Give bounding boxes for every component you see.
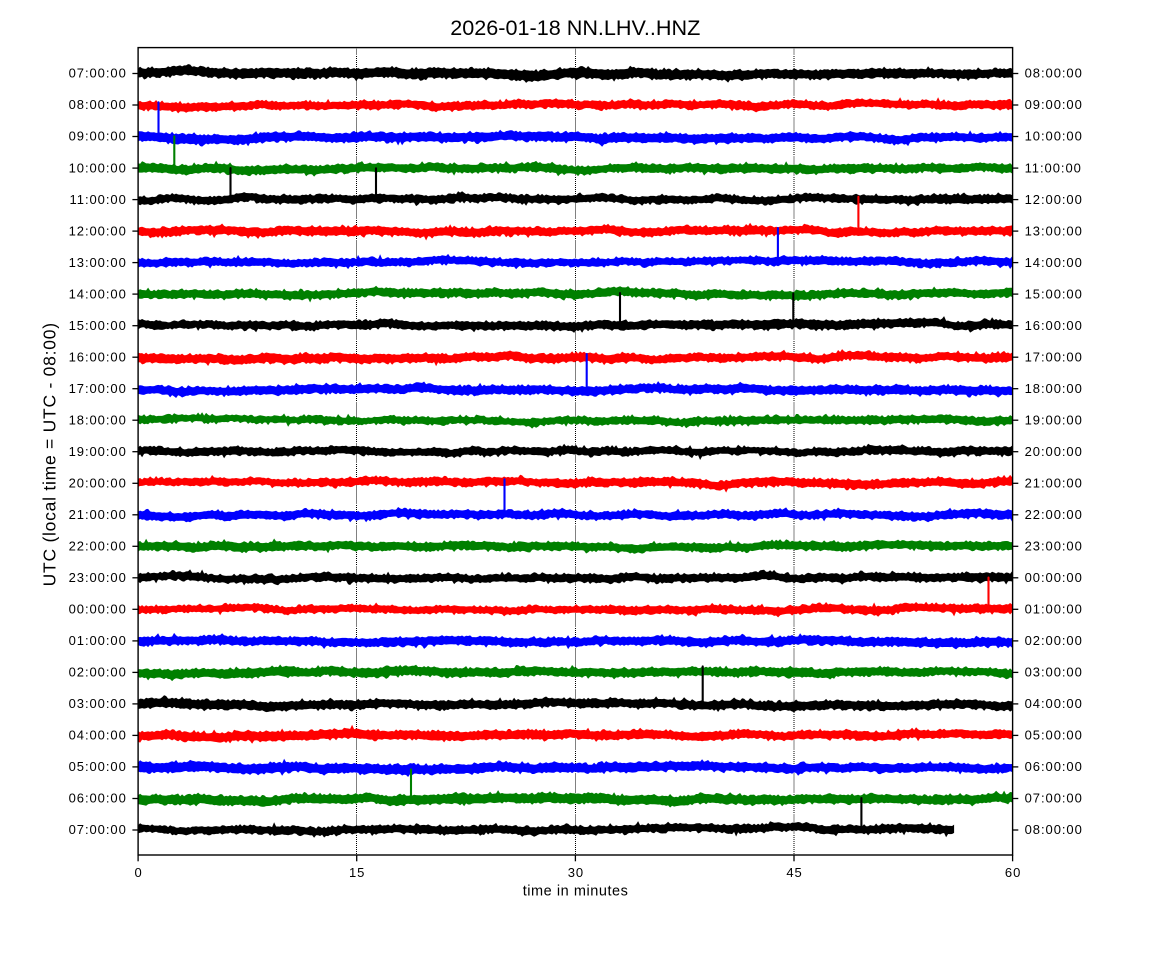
svg-text:04:00:00: 04:00:00 [1025, 696, 1083, 711]
svg-text:16:00:00: 16:00:00 [69, 349, 127, 364]
svg-text:21:00:00: 21:00:00 [1025, 476, 1083, 491]
svg-text:60: 60 [1005, 865, 1021, 880]
svg-text:UTC (local time = UTC - 08:00): UTC (local time = UTC - 08:00) [40, 322, 60, 586]
svg-text:20:00:00: 20:00:00 [1025, 444, 1083, 459]
svg-text:11:00:00: 11:00:00 [70, 192, 127, 207]
svg-text:17:00:00: 17:00:00 [69, 381, 127, 396]
svg-text:00:00:00: 00:00:00 [69, 602, 127, 617]
svg-text:03:00:00: 03:00:00 [69, 696, 127, 711]
svg-text:18:00:00: 18:00:00 [1025, 381, 1083, 396]
svg-text:09:00:00: 09:00:00 [69, 129, 127, 144]
svg-text:23:00:00: 23:00:00 [1025, 539, 1083, 554]
svg-text:17:00:00: 17:00:00 [1025, 349, 1083, 364]
svg-text:12:00:00: 12:00:00 [1025, 192, 1083, 207]
svg-text:16:00:00: 16:00:00 [1025, 318, 1083, 333]
svg-text:06:00:00: 06:00:00 [1025, 759, 1083, 774]
svg-text:00:00:00: 00:00:00 [1025, 570, 1083, 585]
svg-text:20:00:00: 20:00:00 [69, 476, 127, 491]
svg-text:01:00:00: 01:00:00 [1025, 602, 1083, 617]
svg-text:03:00:00: 03:00:00 [1025, 665, 1083, 680]
svg-text:13:00:00: 13:00:00 [1025, 223, 1083, 238]
svg-text:15:00:00: 15:00:00 [69, 318, 127, 333]
svg-text:14:00:00: 14:00:00 [1025, 255, 1083, 270]
svg-text:21:00:00: 21:00:00 [69, 507, 127, 522]
svg-text:08:00:00: 08:00:00 [1025, 66, 1083, 81]
svg-text:04:00:00: 04:00:00 [69, 728, 127, 743]
svg-text:10:00:00: 10:00:00 [1025, 129, 1083, 144]
svg-text:13:00:00: 13:00:00 [69, 255, 127, 270]
svg-text:30: 30 [568, 865, 584, 880]
svg-text:08:00:00: 08:00:00 [69, 97, 127, 112]
svg-text:0: 0 [135, 865, 143, 880]
svg-text:14:00:00: 14:00:00 [69, 286, 127, 301]
svg-text:08:00:00: 08:00:00 [1025, 822, 1083, 837]
svg-text:22:00:00: 22:00:00 [1025, 507, 1083, 522]
svg-text:07:00:00: 07:00:00 [69, 66, 127, 81]
svg-text:45: 45 [786, 865, 802, 880]
svg-text:10:00:00: 10:00:00 [69, 160, 127, 175]
svg-text:05:00:00: 05:00:00 [69, 759, 127, 774]
svg-text:05:00:00: 05:00:00 [1025, 728, 1083, 743]
svg-text:19:00:00: 19:00:00 [1025, 412, 1083, 427]
svg-text:02:00:00: 02:00:00 [69, 665, 127, 680]
svg-text:19:00:00: 19:00:00 [69, 444, 127, 459]
svg-text:02:00:00: 02:00:00 [1025, 633, 1083, 648]
svg-text:07:00:00: 07:00:00 [1025, 791, 1083, 806]
svg-text:06:00:00: 06:00:00 [69, 791, 127, 806]
svg-text:12:00:00: 12:00:00 [69, 223, 127, 238]
svg-text:18:00:00: 18:00:00 [69, 412, 127, 427]
svg-text:22:00:00: 22:00:00 [69, 539, 127, 554]
svg-text:23:00:00: 23:00:00 [69, 570, 127, 585]
svg-text:15:00:00: 15:00:00 [1025, 286, 1083, 301]
svg-text:09:00:00: 09:00:00 [1025, 97, 1083, 112]
svg-text:01:00:00: 01:00:00 [69, 633, 127, 648]
svg-text:15: 15 [349, 865, 365, 880]
svg-text:2026-01-18 NN.LHV..HNZ: 2026-01-18 NN.LHV..HNZ [450, 15, 700, 40]
svg-text:time in minutes: time in minutes [523, 883, 629, 899]
svg-text:07:00:00: 07:00:00 [69, 822, 127, 837]
svg-text:11:00:00: 11:00:00 [1025, 160, 1082, 175]
